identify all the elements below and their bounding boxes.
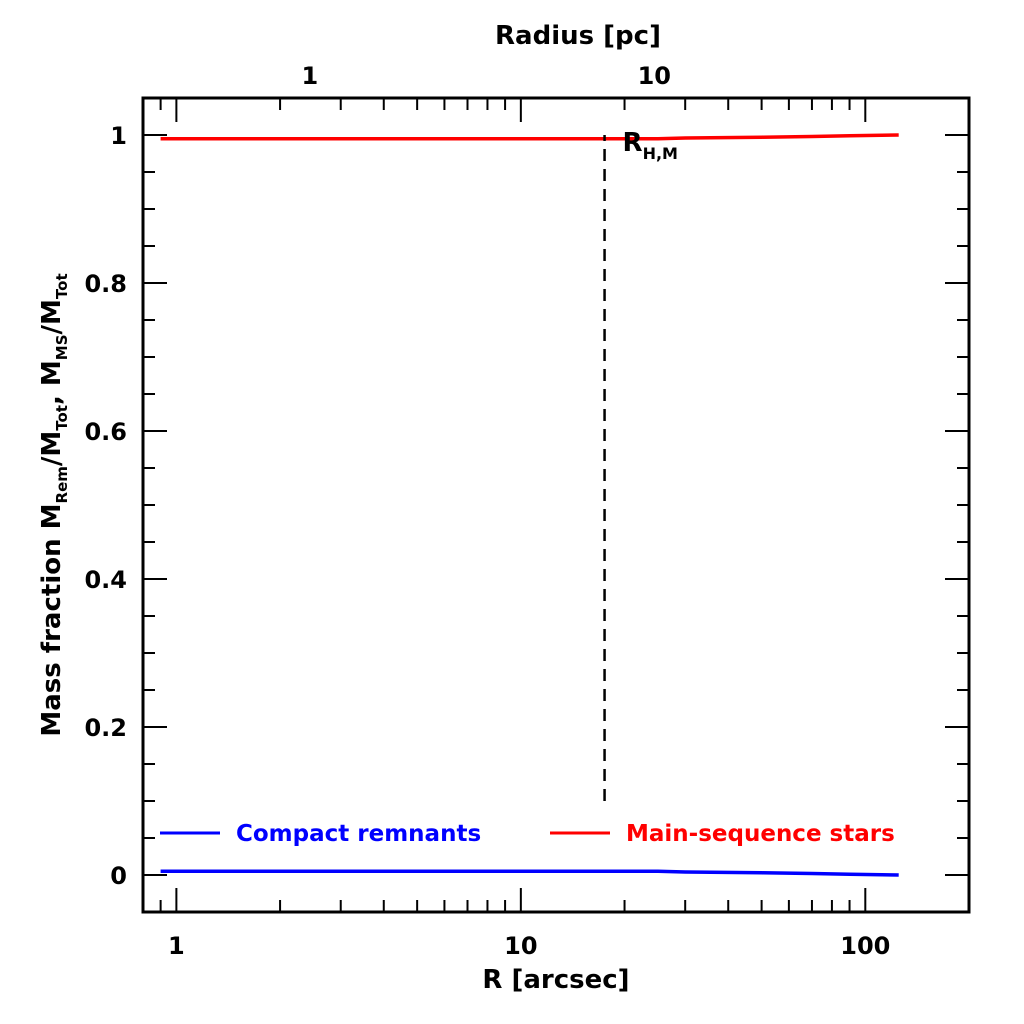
y-axis-title-sub-rem: Rem [53,466,71,503]
half-mass-radius-label: RH,M [623,128,678,163]
x-axis-title: R [arcsec] [482,965,629,995]
y-tick-label: 0.2 [84,714,127,742]
y-tick-label: 1 [110,122,127,150]
y-axis-title-mid3: /M [37,299,67,334]
y-axis-title-sub-tot1: Tot [53,405,71,431]
series-line-main-sequence-stars [160,133,899,141]
legend-label-compact-remnants: Compact remnants [236,821,481,847]
top-x-tick-label: 10 [638,62,671,90]
half-mass-radius-label-sub: H,M [643,144,678,163]
series-line-compact-remnants [160,869,899,877]
y-tick-label: 0.8 [84,270,127,298]
y-axis-title-sub-tot2: Tot [53,273,71,299]
legend-label-main-sequence-stars: Main-sequence stars [626,821,895,847]
top-x-axis-title: Radius [pc] [495,21,661,51]
annotations: RH,M [603,128,678,801]
plot-frame [141,96,971,914]
series-lines [160,133,899,877]
x-tick-label: 10 [504,932,537,960]
legend: Compact remnants Main-sequence stars [160,821,895,847]
axis-ticks [142,98,970,912]
y-axis-title-mid2: , M [37,360,67,405]
x-tick-label: 100 [840,932,890,960]
y-axis-title-mid1: /M [37,431,67,466]
half-mass-radius-label-main: R [623,128,643,158]
top-x-tick-label: 1 [301,62,318,90]
y-axis-title-prefix: Mass fraction M [37,503,67,736]
y-axis-title-sub-ms: MS [53,334,71,360]
x-tick-label: 1 [168,932,185,960]
y-tick-label: 0.4 [84,566,127,594]
y-axis-title: Mass fraction MRem/MTot, MMS/MTot [37,273,71,736]
y-tick-label: 0.6 [84,418,127,446]
y-tick-label: 0 [110,862,127,890]
